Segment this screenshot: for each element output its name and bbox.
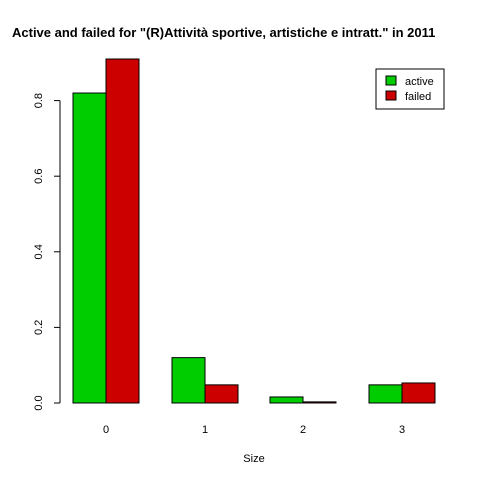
- legend-swatch-failed: [385, 90, 397, 101]
- bars: [72, 58, 436, 404]
- bar-failed-0: [105, 58, 140, 404]
- bar-failed-2: [302, 401, 337, 404]
- x-tick-label: 1: [202, 424, 208, 436]
- bar-failed-1: [204, 384, 239, 404]
- bar-active-2: [269, 396, 304, 404]
- legend-swatch-active: [385, 75, 397, 86]
- bar-failed-3: [401, 382, 436, 404]
- x-tick-label: 0: [103, 424, 109, 436]
- y-tick-label: 0.4: [33, 244, 45, 259]
- x-tick-label: 2: [300, 424, 306, 436]
- legend: active failed: [375, 68, 445, 110]
- x-tick-label: 3: [399, 424, 405, 436]
- bar-active-0: [72, 92, 107, 404]
- bar-active-1: [171, 357, 206, 404]
- legend-label-active: active: [405, 76, 434, 88]
- chart-title: Active and failed for "(R)Attività sport…: [12, 25, 435, 40]
- bar-active-3: [368, 384, 403, 404]
- y-tick-label: 0.6: [33, 169, 45, 184]
- y-axis: 0.0 0.2 0.4 0.6 0.8: [33, 93, 61, 411]
- x-axis-label: Size: [243, 453, 264, 465]
- legend-box: [375, 68, 445, 110]
- legend-label-failed: failed: [405, 91, 431, 103]
- x-tick-labels: 0 1 2 3: [103, 424, 405, 436]
- y-tick-label: 0.0: [33, 395, 45, 410]
- y-tick-label: 0.8: [33, 93, 45, 108]
- y-tick-label: 0.2: [33, 320, 45, 335]
